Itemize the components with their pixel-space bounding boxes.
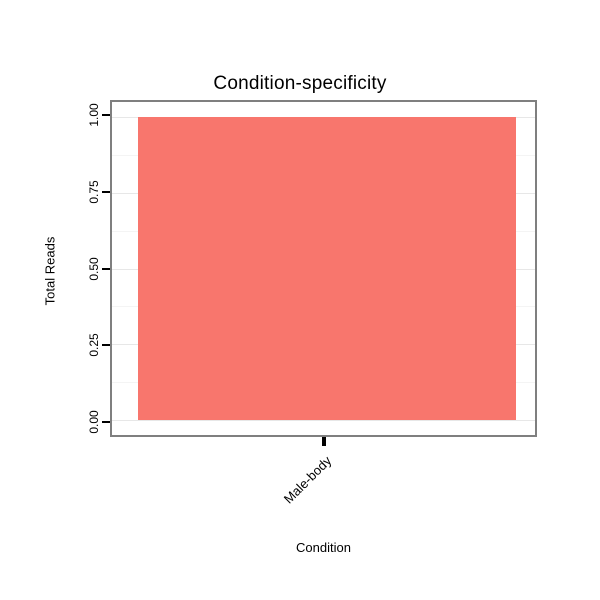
x-tick-male-body bbox=[321, 437, 326, 446]
y-tick bbox=[102, 114, 110, 117]
gridline-major bbox=[112, 419, 535, 421]
y-tick-label: 0.00 bbox=[87, 409, 101, 434]
y-tick-label: 1.00 bbox=[87, 103, 101, 127]
y-tick-label: 0.75 bbox=[87, 180, 101, 204]
x-axis: Male-body bbox=[110, 437, 537, 557]
y-tick-label: 0.50 bbox=[87, 256, 101, 281]
y-tick-label: 0.25 bbox=[87, 333, 101, 357]
plot-panel bbox=[110, 100, 537, 437]
y-axis: 0.00 0.25 0.50 0.75 1.00 bbox=[70, 100, 110, 437]
y-tick bbox=[102, 267, 110, 270]
x-tick-label-male-body: Male-body bbox=[280, 453, 335, 507]
bar-male-body bbox=[137, 117, 517, 420]
y-tick bbox=[102, 190, 110, 193]
y-tick bbox=[102, 344, 110, 347]
x-axis-title: Condition bbox=[296, 540, 351, 555]
y-axis-title: Total Reads bbox=[42, 236, 58, 306]
chart-title: Condition-specificity bbox=[213, 73, 387, 94]
y-tick bbox=[102, 420, 110, 423]
